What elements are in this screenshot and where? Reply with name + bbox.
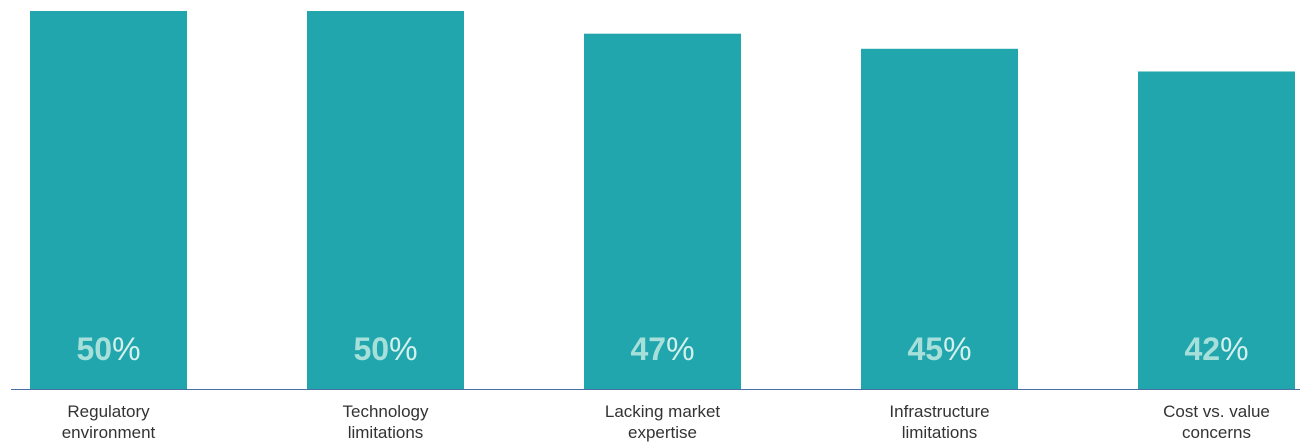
- bar-4: [1138, 71, 1295, 389]
- bar-value-number-1: 50: [353, 331, 389, 367]
- bar-value-number-2: 47: [630, 331, 666, 367]
- category-label-0: Regulatory environment: [62, 402, 156, 442]
- bar-value-label-1: 50%: [353, 331, 417, 367]
- category-label-line-1-1: limitations: [348, 423, 424, 442]
- bar-value-label-0: 50%: [76, 331, 140, 367]
- category-label-line-4-1: concerns: [1182, 423, 1251, 442]
- category-label-2: Lacking market expertise: [605, 402, 721, 442]
- bar-value-label-2: 47%: [630, 331, 694, 367]
- bar-value-percent-2: %: [666, 331, 694, 367]
- bars-group: [30, 11, 1295, 390]
- bar-value-percent-3: %: [943, 331, 971, 367]
- category-label-line-2-1: expertise: [628, 423, 697, 442]
- bar-value-number-3: 45: [907, 331, 943, 367]
- bar-0: [30, 11, 187, 389]
- category-label-line-3-1: limitations: [902, 423, 978, 442]
- bar-value-number-4: 42: [1184, 331, 1220, 367]
- category-label-line-4-0: Cost vs. value: [1163, 402, 1270, 421]
- bar-1: [307, 11, 464, 389]
- value-labels-group: 50% 50% 47% 45% 42%: [76, 331, 1248, 367]
- category-label-4: Cost vs. value concerns: [1163, 402, 1270, 442]
- category-label-line-3-0: Infrastructure: [889, 402, 989, 421]
- bar-value-label-3: 45%: [907, 331, 971, 367]
- bar-value-label-4: 42%: [1184, 331, 1248, 367]
- bar-value-number-0: 50: [76, 331, 112, 367]
- category-label-line-1-0: Technology: [342, 402, 429, 421]
- category-label-line-0-1: environment: [62, 423, 156, 442]
- bar-2: [584, 33, 741, 390]
- bar-value-percent-0: %: [112, 331, 140, 367]
- category-label-line-0-0: Regulatory: [67, 402, 150, 421]
- bar-3: [861, 48, 1018, 390]
- bar-value-percent-4: %: [1220, 331, 1248, 367]
- category-labels-group: Regulatory environment Technology limitatio…: [62, 402, 1270, 442]
- bar-value-percent-1: %: [389, 331, 417, 367]
- category-label-line-2-0: Lacking market: [605, 402, 721, 421]
- category-label-3: Infrastructure limitations: [889, 402, 989, 442]
- category-label-1: Technology limitations: [342, 402, 429, 442]
